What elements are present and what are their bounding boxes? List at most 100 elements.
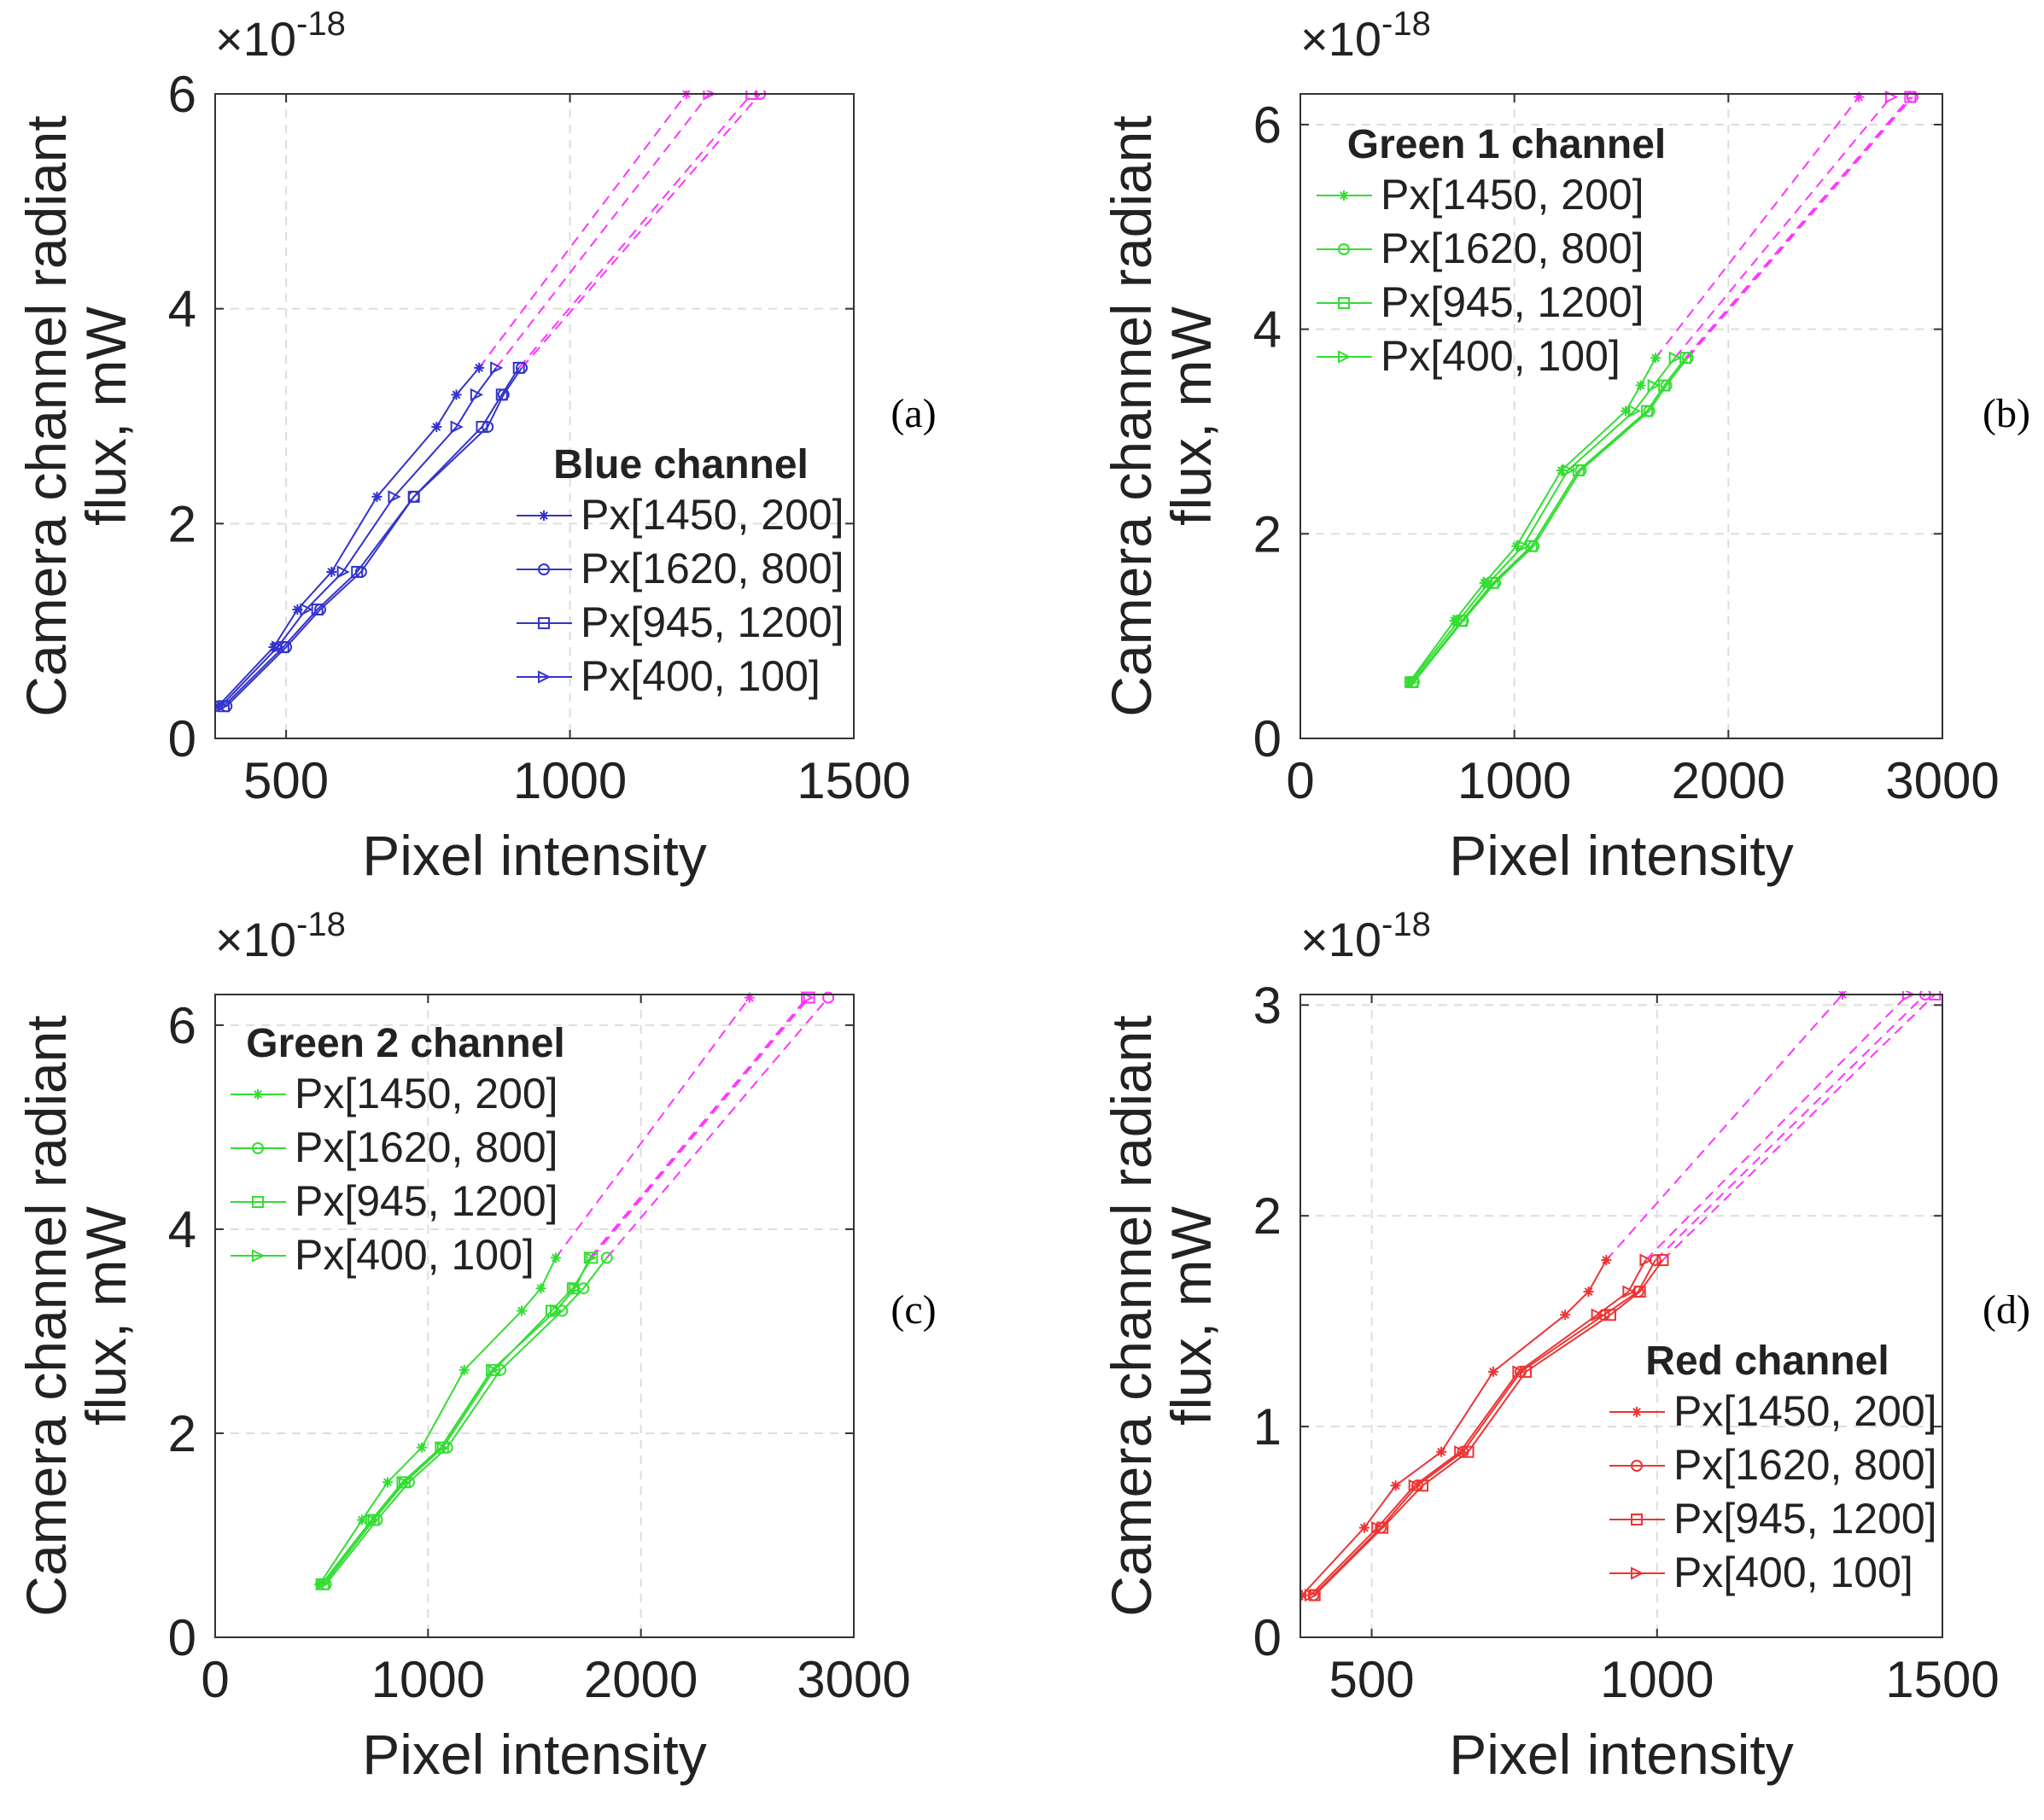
data-point — [388, 490, 401, 504]
extrapolation-line — [1605, 994, 1843, 1261]
x-tick-label: 1000 — [371, 1651, 485, 1708]
exponent-label: ×10-18 — [1300, 906, 1431, 966]
y-axis-label-line2: flux, mW — [1159, 1205, 1223, 1425]
legend-item: Px[1620, 800] — [517, 545, 844, 592]
exponent-times: ×10 — [215, 12, 296, 66]
y-tick-label: 0 — [168, 710, 196, 767]
data-point — [1641, 405, 1654, 417]
legend-label: Px[945, 1200] — [1381, 278, 1644, 326]
exponent-label: ×10-18 — [1300, 5, 1431, 66]
data-point — [1601, 1255, 1612, 1266]
legend-item: Px[945, 1200] — [1317, 278, 1644, 326]
data-point — [1358, 1522, 1369, 1533]
legend-label: Px[945, 1200] — [295, 1177, 558, 1225]
legend-title: Green 1 channel — [1347, 122, 1666, 167]
data-point — [586, 1251, 599, 1264]
plot-area — [215, 90, 767, 713]
data-point — [314, 1578, 325, 1590]
exponent-power: -18 — [296, 5, 346, 43]
data-point — [1639, 1253, 1653, 1267]
legend-title: Blue channel — [553, 442, 809, 487]
data-point — [436, 1441, 449, 1454]
y-axis-label-line2: flux, mW — [74, 306, 137, 525]
data-point — [1656, 1254, 1669, 1267]
legend-swatch-marker — [538, 670, 552, 684]
x-tick-label: 1500 — [1885, 1651, 1999, 1708]
data-point — [1635, 380, 1646, 391]
y-tick-label: 6 — [168, 997, 196, 1054]
legend-label: Px[400, 100] — [1381, 332, 1621, 380]
data-point — [416, 1442, 427, 1453]
data-point — [517, 1305, 528, 1316]
axes-box — [214, 994, 855, 1638]
series-line — [217, 367, 480, 707]
y-axis-label: Camera channel radiantflux, mW — [15, 115, 137, 716]
legend-label: Px[1620, 800] — [581, 545, 844, 592]
data-point — [272, 640, 285, 654]
data-point — [474, 362, 485, 373]
data-point — [435, 1441, 448, 1455]
series-line — [318, 1257, 557, 1585]
legend-swatch-marker — [1631, 1566, 1644, 1580]
axes-box — [1299, 994, 1943, 1638]
panel-label: (d) — [1983, 1287, 2030, 1333]
exponent-power: -18 — [296, 906, 346, 943]
legend-swatch-marker — [538, 617, 550, 629]
y-axis-label-line2: flux, mW — [74, 1205, 137, 1425]
extrapolation-line — [495, 93, 710, 369]
x-tick-label: 3000 — [1885, 752, 1999, 809]
data-point — [535, 1283, 546, 1294]
data-point — [1621, 405, 1632, 417]
data-point — [1408, 1479, 1422, 1492]
data-point — [1516, 540, 1530, 553]
data-point — [1668, 351, 1682, 365]
extrapolation-line — [1655, 994, 1926, 1261]
legend-item: Px[400, 100] — [1317, 332, 1621, 380]
chart-panel-3: 0 1000 2000 3000 0 2 4 6 ×10-18 Pixel intensity Ca… — [15, 906, 937, 1786]
legend-label: Px[1450, 200] — [581, 491, 844, 539]
y-tick-label: 2 — [1253, 505, 1282, 563]
x-axis-label: Pixel intensity — [1449, 1723, 1794, 1786]
data-point — [398, 1476, 411, 1489]
data-point — [1562, 464, 1575, 477]
data-point — [1511, 540, 1522, 551]
plot-area — [1300, 991, 1942, 1602]
data-point — [550, 1252, 561, 1263]
data-point — [1591, 1308, 1604, 1321]
data-point — [569, 1281, 582, 1295]
series-line — [225, 367, 523, 707]
x-tick-label: 1000 — [513, 752, 627, 809]
series-line — [1411, 357, 1686, 683]
data-point — [407, 490, 420, 503]
y-tick-label: 3 — [1253, 977, 1282, 1034]
legend-item: Px[1450, 200] — [231, 1070, 558, 1117]
data-point — [1452, 614, 1466, 627]
series-line — [223, 367, 520, 707]
x-tick-label: 1000 — [1600, 1651, 1714, 1708]
x-tick-label: 1000 — [1457, 752, 1571, 809]
legend-label: Px[945, 1200] — [581, 598, 844, 646]
exponent-label: ×10-18 — [215, 5, 346, 66]
exponent-label: ×10-18 — [215, 906, 346, 966]
data-point — [1647, 378, 1661, 393]
data-point — [486, 1363, 499, 1377]
data-point — [1628, 404, 1642, 418]
legend-swatch-marker — [252, 1249, 266, 1263]
legend-item: Px[945, 1200] — [231, 1177, 558, 1225]
y-axis-label-line2: flux, mW — [1159, 306, 1223, 525]
exponent-power: -18 — [1381, 906, 1431, 943]
data-point — [476, 421, 488, 434]
data-point — [318, 1578, 330, 1590]
y-axis-label-line1: Camera channel radiant — [15, 1015, 78, 1616]
series-line — [1301, 1259, 1608, 1596]
data-point — [326, 566, 337, 577]
data-point — [549, 1304, 564, 1318]
x-tick-label: 3000 — [797, 1651, 910, 1708]
data-point — [292, 604, 303, 615]
data-point — [357, 1514, 368, 1525]
series-line — [219, 367, 497, 707]
y-axis-label-line1: Camera channel radiant — [1100, 115, 1163, 716]
legend-label: Px[1450, 200] — [295, 1070, 558, 1117]
